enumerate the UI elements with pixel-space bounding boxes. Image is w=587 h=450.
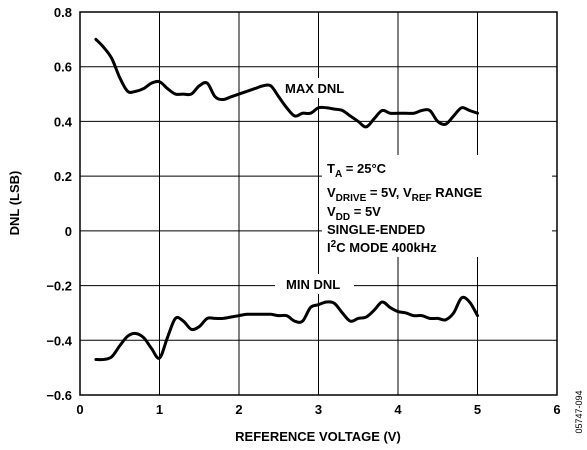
max-dnl-label: MAX DNL	[285, 81, 344, 96]
x-tick-label: 6	[553, 402, 560, 417]
min-dnl-label: MIN DNL	[286, 277, 340, 292]
condition-single-ended: SINGLE-ENDED	[327, 222, 425, 237]
x-tick-label: 4	[394, 402, 402, 417]
y-tick-labels: 0.8 0.6 0.4 0.2 0 −0.2 −0.4 −0.6	[46, 5, 72, 403]
condition-ta: TA = 25°C	[327, 161, 387, 180]
condition-vdd: VDD = 5V	[327, 204, 381, 223]
x-tick-label: 0	[76, 402, 83, 417]
y-tick-label: 0.4	[54, 114, 73, 129]
x-tick-label: 1	[156, 402, 163, 417]
x-tick-labels: 0 1 2 3 4 5 6	[76, 402, 560, 417]
y-tick-label: −0.6	[46, 388, 72, 403]
x-tick-label: 2	[235, 402, 242, 417]
conditions-bg	[322, 155, 552, 257]
condition-vdrive-vref: VDRIVE = 5V, VREF RANGE	[327, 185, 483, 204]
y-tick-label: 0.6	[54, 60, 72, 75]
conditions-block: TA = 25°C VDRIVE = 5V, VREF RANGE VDD = …	[327, 161, 483, 255]
plot-frame	[79, 11, 558, 396]
max-dnl-line	[94, 37, 479, 129]
y-tick-label: −0.2	[46, 279, 72, 294]
max-label-bg	[279, 78, 358, 98]
x-tick-label: 3	[315, 402, 322, 417]
min-dnl-line	[94, 295, 479, 362]
figure-id: 05747-094	[574, 390, 584, 433]
y-axis-title: DNL (LSB)	[7, 171, 22, 236]
x-tick-label: 5	[474, 402, 481, 417]
y-tick-label: 0.8	[54, 5, 72, 20]
min-label-bg	[275, 274, 354, 294]
y-tick-label: 0.2	[54, 169, 72, 184]
series-group	[94, 37, 479, 362]
condition-i2c-mode: I2C MODE 400kHz	[327, 239, 437, 255]
x-axis-title: REFERENCE VOLTAGE (V)	[235, 429, 401, 444]
y-tick-label: 0	[65, 224, 72, 239]
y-tick-label: −0.4	[46, 333, 72, 348]
